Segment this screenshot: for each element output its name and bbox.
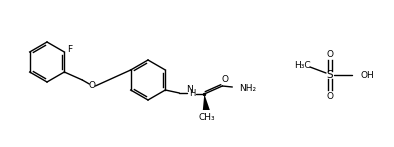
Text: O: O [327,91,333,101]
Text: O: O [222,75,229,83]
Text: O: O [89,81,96,90]
Text: F: F [67,45,72,54]
Text: O: O [327,50,333,59]
Text: H: H [189,88,195,97]
Text: NH₂: NH₂ [239,83,256,92]
Text: H₃C: H₃C [294,61,310,70]
Text: CH₃: CH₃ [198,113,215,122]
Polygon shape [203,94,210,110]
Text: S: S [327,70,333,80]
Text: N: N [186,85,193,93]
Text: OH: OH [361,71,375,80]
